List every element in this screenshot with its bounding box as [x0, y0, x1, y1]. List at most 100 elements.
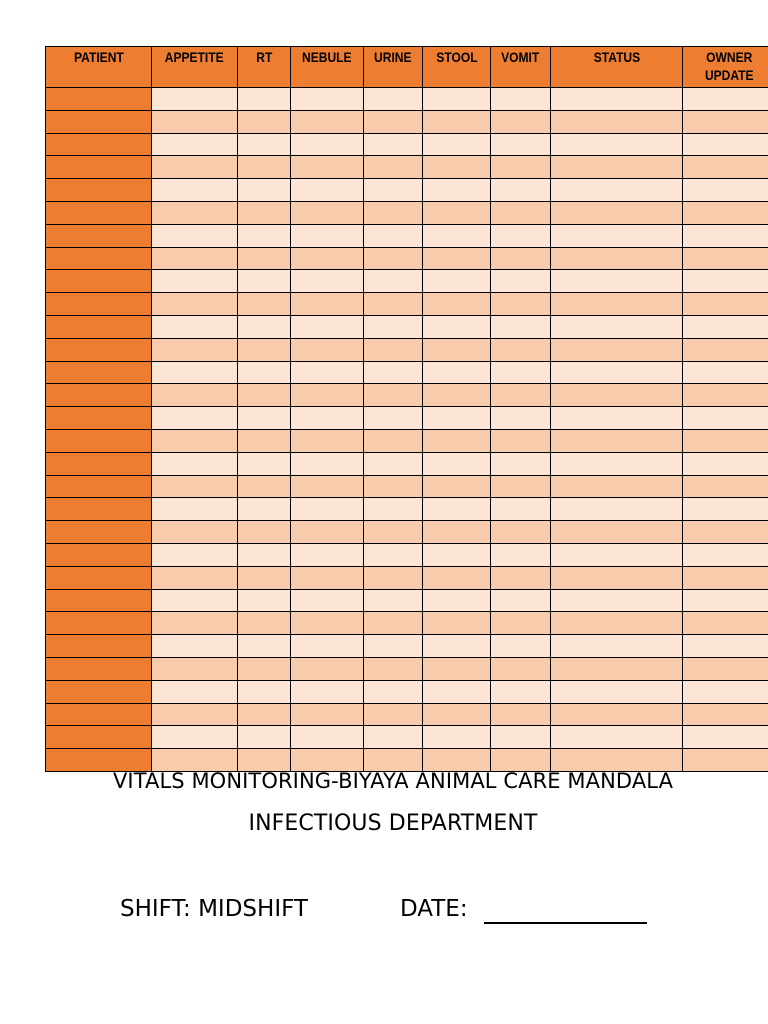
patient-cell[interactable] [45, 679, 152, 704]
table-cell[interactable] [290, 474, 364, 499]
table-cell[interactable] [682, 406, 768, 430]
table-cell[interactable] [151, 132, 238, 157]
table-cell[interactable] [490, 269, 551, 294]
table-cell[interactable] [490, 428, 551, 453]
table-cell[interactable] [682, 588, 768, 613]
table-cell[interactable] [151, 314, 238, 339]
patient-cell[interactable] [45, 87, 152, 111]
table-cell[interactable] [363, 497, 423, 522]
table-cell[interactable] [422, 428, 491, 453]
table-cell[interactable] [422, 246, 491, 271]
table-cell[interactable] [682, 155, 768, 180]
table-cell[interactable] [237, 520, 291, 544]
table-cell[interactable] [682, 292, 768, 316]
table-cell[interactable] [363, 200, 423, 225]
table-cell[interactable] [490, 314, 551, 339]
table-cell[interactable] [290, 406, 364, 430]
patient-cell[interactable] [45, 109, 152, 134]
table-cell[interactable] [151, 223, 238, 248]
table-cell[interactable] [550, 656, 683, 681]
patient-cell[interactable] [45, 542, 152, 567]
table-cell[interactable] [151, 634, 238, 658]
table-cell[interactable] [363, 474, 423, 499]
table-cell[interactable] [682, 634, 768, 658]
table-cell[interactable] [550, 520, 683, 544]
table-cell[interactable] [237, 634, 291, 658]
table-cell[interactable] [422, 542, 491, 567]
table-cell[interactable] [237, 132, 291, 157]
table-cell[interactable] [490, 588, 551, 613]
table-cell[interactable] [682, 200, 768, 225]
table-cell[interactable] [363, 109, 423, 134]
table-cell[interactable] [682, 337, 768, 362]
patient-cell[interactable] [45, 314, 152, 339]
table-cell[interactable] [237, 611, 291, 636]
table-cell[interactable] [682, 269, 768, 294]
patient-cell[interactable] [45, 132, 152, 157]
table-cell[interactable] [237, 702, 291, 727]
table-cell[interactable] [422, 223, 491, 248]
table-cell[interactable] [290, 451, 364, 476]
table-cell[interactable] [363, 337, 423, 362]
table-cell[interactable] [422, 337, 491, 362]
table-cell[interactable] [290, 748, 364, 772]
table-cell[interactable] [550, 748, 683, 772]
table-cell[interactable] [682, 451, 768, 476]
table-cell[interactable] [363, 725, 423, 750]
table-cell[interactable] [550, 269, 683, 294]
table-cell[interactable] [490, 155, 551, 180]
table-cell[interactable] [151, 611, 238, 636]
table-cell[interactable] [550, 178, 683, 202]
table-cell[interactable] [151, 748, 238, 772]
table-cell[interactable] [422, 702, 491, 727]
table-cell[interactable] [490, 634, 551, 658]
patient-cell[interactable] [45, 451, 152, 476]
table-cell[interactable] [422, 474, 491, 499]
table-cell[interactable] [290, 246, 364, 271]
table-cell[interactable] [290, 269, 364, 294]
table-cell[interactable] [682, 428, 768, 453]
table-cell[interactable] [290, 611, 364, 636]
table-cell[interactable] [363, 292, 423, 316]
patient-cell[interactable] [45, 428, 152, 453]
table-cell[interactable] [682, 87, 768, 111]
table-cell[interactable] [422, 588, 491, 613]
table-cell[interactable] [290, 702, 364, 727]
table-cell[interactable] [550, 428, 683, 453]
table-cell[interactable] [151, 451, 238, 476]
table-cell[interactable] [422, 87, 491, 111]
table-cell[interactable] [422, 292, 491, 316]
table-cell[interactable] [290, 109, 364, 134]
table-cell[interactable] [363, 406, 423, 430]
table-cell[interactable] [550, 337, 683, 362]
table-cell[interactable] [550, 565, 683, 590]
table-cell[interactable] [290, 634, 364, 658]
table-cell[interactable] [237, 588, 291, 613]
table-cell[interactable] [237, 360, 291, 385]
table-cell[interactable] [290, 588, 364, 613]
table-cell[interactable] [490, 679, 551, 704]
patient-cell[interactable] [45, 155, 152, 180]
table-cell[interactable] [363, 269, 423, 294]
table-cell[interactable] [490, 497, 551, 522]
table-cell[interactable] [422, 497, 491, 522]
table-cell[interactable] [422, 314, 491, 339]
table-cell[interactable] [290, 679, 364, 704]
table-cell[interactable] [363, 87, 423, 111]
table-cell[interactable] [490, 748, 551, 772]
table-cell[interactable] [290, 87, 364, 111]
table-cell[interactable] [237, 223, 291, 248]
table-cell[interactable] [363, 155, 423, 180]
table-cell[interactable] [682, 725, 768, 750]
table-cell[interactable] [422, 269, 491, 294]
table-cell[interactable] [422, 109, 491, 134]
table-cell[interactable] [550, 406, 683, 430]
table-cell[interactable] [363, 634, 423, 658]
table-cell[interactable] [151, 725, 238, 750]
table-cell[interactable] [151, 178, 238, 202]
table-cell[interactable] [363, 679, 423, 704]
table-cell[interactable] [363, 360, 423, 385]
table-cell[interactable] [550, 542, 683, 567]
table-cell[interactable] [490, 109, 551, 134]
table-cell[interactable] [682, 246, 768, 271]
